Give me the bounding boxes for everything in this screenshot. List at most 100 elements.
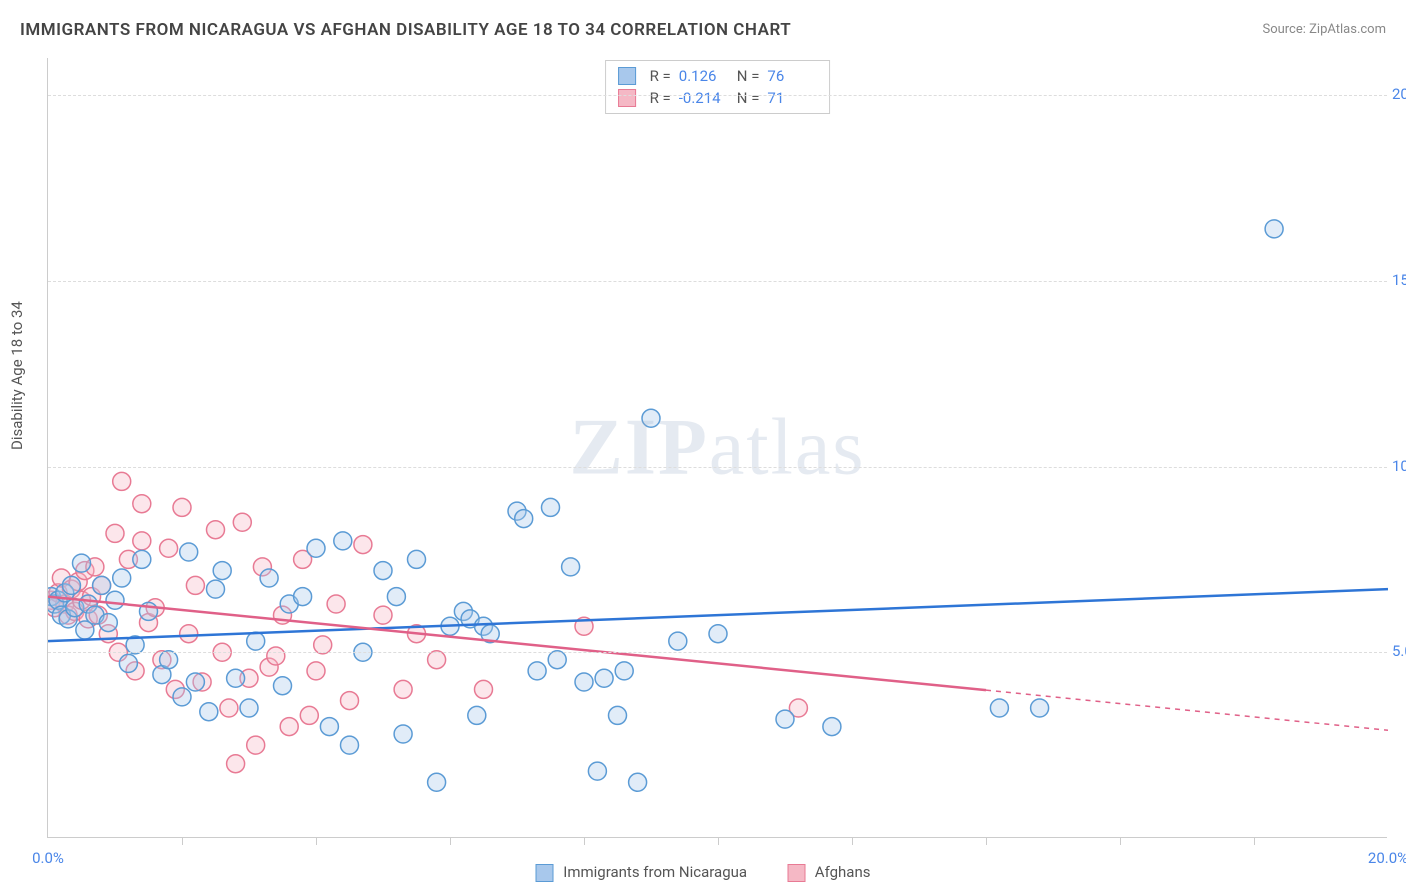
scatter-point: [73, 554, 91, 572]
scatter-point: [307, 539, 325, 557]
chart-title: IMMIGRANTS FROM NICARAGUA VS AFGHAN DISA…: [20, 20, 791, 40]
scatter-point: [274, 677, 292, 695]
scatter-point: [173, 498, 191, 516]
scatter-point: [173, 688, 191, 706]
x-tick: [986, 837, 987, 845]
x-tick: [584, 837, 585, 845]
scatter-point: [776, 710, 794, 728]
legend-swatch-0: [618, 67, 636, 85]
legend-label-1: Afghans: [815, 863, 871, 881]
scatter-point: [220, 699, 238, 717]
scatter-point: [1031, 699, 1049, 717]
scatter-point: [394, 680, 412, 698]
legend-row-series-1: R = -0.214 N = 71: [618, 87, 818, 109]
scatter-point: [160, 539, 178, 557]
correlation-legend: R = 0.126 N = 76 R = -0.214 N = 71: [605, 60, 831, 114]
scatter-point: [99, 614, 117, 632]
grid-line: [48, 652, 1387, 653]
n-value-0: 76: [767, 67, 817, 85]
scatter-point: [475, 680, 493, 698]
scatter-point: [588, 762, 606, 780]
scatter-point: [247, 632, 265, 650]
scatter-point: [642, 409, 660, 427]
scatter-point: [113, 569, 131, 587]
scatter-point: [515, 510, 533, 528]
x-tick: [1120, 837, 1121, 845]
scatter-point: [233, 513, 251, 531]
r-value-1: -0.214: [679, 89, 729, 107]
scatter-point: [106, 524, 124, 542]
chart-source: Source: ZipAtlas.com: [1262, 22, 1386, 37]
scatter-point: [615, 662, 633, 680]
scatter-point: [629, 773, 647, 791]
scatter-point: [408, 550, 426, 568]
scatter-point: [186, 673, 204, 691]
scatter-point: [595, 669, 613, 687]
x-tick-label: 0.0%: [32, 849, 64, 867]
scatter-point: [186, 576, 204, 594]
scatter-point: [93, 576, 111, 594]
scatter-point: [334, 532, 352, 550]
y-axis-label: Disability Age 18 to 34: [8, 301, 26, 450]
scatter-point: [113, 472, 131, 490]
scatter-point: [823, 718, 841, 736]
scatter-point: [267, 647, 285, 665]
y-tick-label: 20.0%: [1392, 85, 1406, 103]
scatter-point: [133, 495, 151, 513]
y-tick-label: 15.0%: [1392, 271, 1406, 289]
legend-swatch-bottom-0: [536, 864, 554, 882]
scatter-point: [548, 651, 566, 669]
x-tick: [1254, 837, 1255, 845]
x-tick: [852, 837, 853, 845]
scatter-point: [341, 736, 359, 754]
scatter-point: [300, 706, 318, 724]
scatter-point: [528, 662, 546, 680]
scatter-point: [180, 543, 198, 561]
scatter-point: [1265, 220, 1283, 238]
scatter-point: [542, 498, 560, 516]
scatter-point: [227, 669, 245, 687]
scatter-point: [428, 651, 446, 669]
scatter-point: [609, 706, 627, 724]
x-tick: [718, 837, 719, 845]
legend-label-0: Immigrants from Nicaragua: [563, 863, 747, 881]
scatter-point: [240, 699, 258, 717]
scatter-point: [990, 699, 1008, 717]
scatter-point: [106, 591, 124, 609]
scatter-point: [341, 692, 359, 710]
scatter-point: [294, 588, 312, 606]
scatter-point: [160, 651, 178, 669]
y-tick-label: 5.0%: [1392, 642, 1406, 660]
scatter-point: [387, 588, 405, 606]
scatter-point: [207, 580, 225, 598]
n-value-1: 71: [767, 89, 817, 107]
grid-line: [48, 467, 1387, 468]
scatter-point: [575, 673, 593, 691]
chart-svg: [48, 58, 1388, 838]
series-legend: Immigrants from Nicaragua Afghans: [536, 863, 871, 882]
scatter-point: [62, 576, 80, 594]
scatter-point: [428, 773, 446, 791]
legend-item-1: Afghans: [787, 863, 870, 882]
legend-row-series-0: R = 0.126 N = 76: [618, 65, 818, 87]
x-tick: [182, 837, 183, 845]
scatter-point: [327, 595, 345, 613]
x-tick-label: 20.0%: [1368, 849, 1406, 867]
scatter-point: [260, 569, 278, 587]
scatter-point: [247, 736, 265, 754]
scatter-point: [200, 703, 218, 721]
scatter-point: [669, 632, 687, 650]
scatter-point: [374, 562, 392, 580]
r-value-0: 0.126: [679, 67, 729, 85]
scatter-point: [374, 606, 392, 624]
scatter-point: [354, 536, 372, 554]
scatter-point: [180, 625, 198, 643]
y-tick-label: 10.0%: [1392, 457, 1406, 475]
x-tick: [450, 837, 451, 845]
grid-line: [48, 95, 1387, 96]
scatter-point: [213, 562, 231, 580]
scatter-point: [307, 662, 325, 680]
scatter-point: [709, 625, 727, 643]
scatter-point: [207, 521, 225, 539]
scatter-point: [394, 725, 412, 743]
